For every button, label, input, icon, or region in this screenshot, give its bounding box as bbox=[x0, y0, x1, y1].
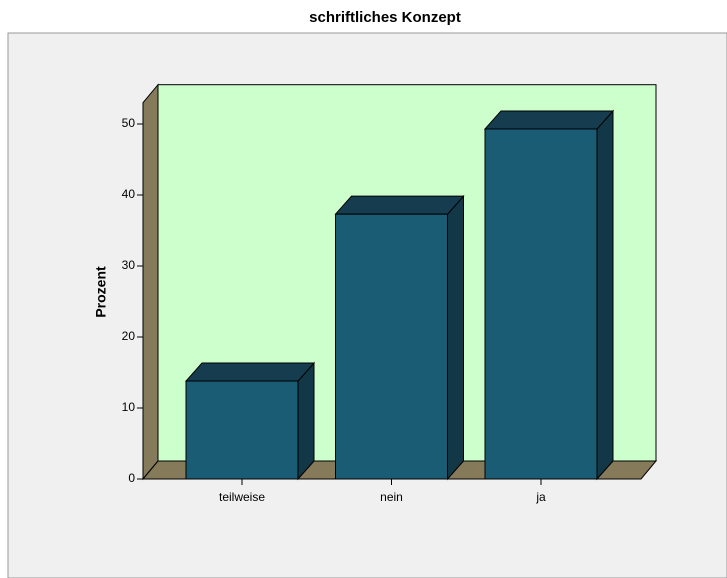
bar-side bbox=[447, 194, 464, 481]
y-axis-label: Prozent bbox=[93, 266, 109, 318]
y-tick-label: 30 bbox=[122, 258, 136, 272]
y-tick-label: 20 bbox=[122, 329, 136, 343]
bar bbox=[185, 380, 299, 480]
bar-side bbox=[596, 109, 614, 481]
bar-side bbox=[297, 361, 315, 481]
bar bbox=[484, 128, 598, 480]
chart-title: schriftliches Konzept bbox=[309, 9, 461, 26]
x-tick-label: teilweise bbox=[219, 490, 265, 504]
y-tick-label: 40 bbox=[122, 187, 136, 201]
y-tick-label: 10 bbox=[122, 400, 136, 414]
bar-top bbox=[334, 195, 465, 215]
bar bbox=[335, 213, 448, 480]
y-tick-label: 50 bbox=[122, 116, 136, 130]
bar-top bbox=[184, 362, 316, 382]
x-tick-label: ja bbox=[535, 490, 546, 504]
bar-top bbox=[483, 110, 615, 130]
left-wall bbox=[142, 83, 159, 481]
x-tick-label: nein bbox=[380, 490, 403, 504]
y-tick-label: 0 bbox=[128, 471, 135, 485]
